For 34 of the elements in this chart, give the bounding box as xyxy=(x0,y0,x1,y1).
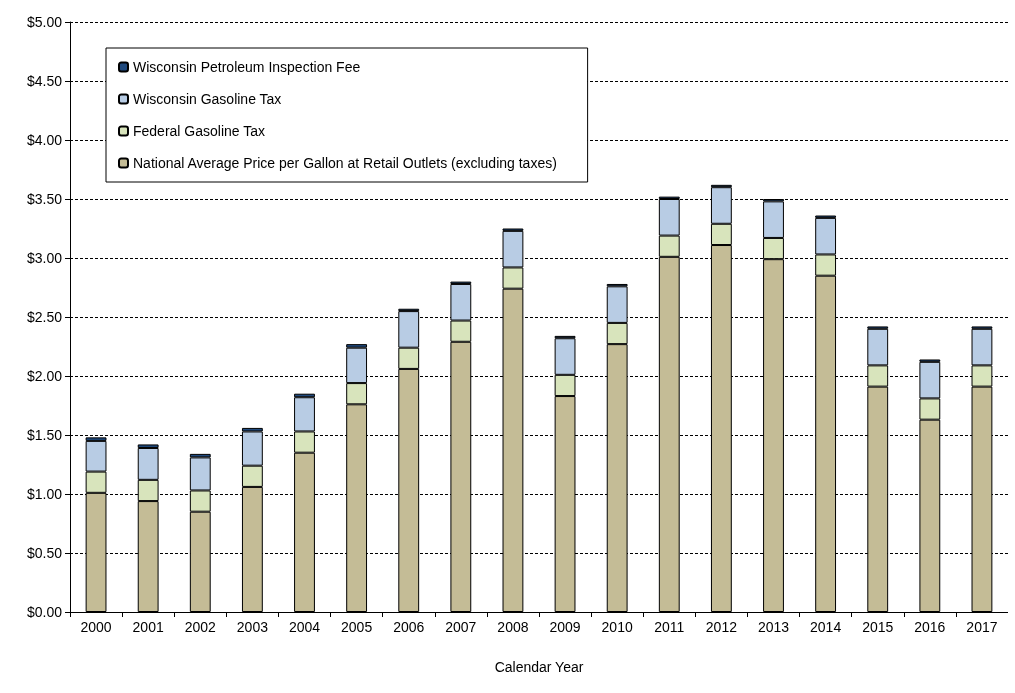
x-tick-label: 2008 xyxy=(497,619,529,635)
y-tick-label: $1.50 xyxy=(26,427,63,443)
y-tick-label: $3.00 xyxy=(26,250,63,266)
y-tick-label: $1.00 xyxy=(26,486,63,502)
y-tick-label: $0.50 xyxy=(26,545,63,561)
y-tick-label: $0.00 xyxy=(26,604,63,620)
x-tick-label: 2015 xyxy=(862,619,894,635)
y-tick-label: $4.00 xyxy=(26,132,63,148)
x-axis-title: Calendar Year xyxy=(494,659,584,675)
legend-label: Federal Gasoline Tax xyxy=(133,123,266,139)
x-tick-label: 2005 xyxy=(341,619,373,635)
legend-label: National Average Price per Gallon at Retail Outlets (excluding taxes) xyxy=(133,155,557,171)
x-tick-label: 2017 xyxy=(966,619,998,635)
y-tick-label: $3.50 xyxy=(26,191,63,207)
x-tick-label: 2009 xyxy=(549,619,581,635)
x-tick-label: 2004 xyxy=(288,619,321,635)
x-tick-label: 2001 xyxy=(132,619,164,635)
x-tick-label: 2006 xyxy=(393,619,425,635)
x-tick-label: 2007 xyxy=(445,619,477,635)
y-tick-label: $4.50 xyxy=(26,73,63,89)
legend-label: Wisconsin Gasoline Tax xyxy=(133,91,282,107)
x-tick-label: 2016 xyxy=(914,619,946,635)
x-tick-label: 2002 xyxy=(184,619,217,635)
y-tick-label: $2.50 xyxy=(26,309,63,325)
y-tick-label: $2.00 xyxy=(26,368,63,384)
x-tick-label: 2010 xyxy=(601,619,633,635)
y-tick-label: $5.00 xyxy=(26,14,63,30)
x-tick-label: 2012 xyxy=(705,619,738,635)
x-tick-label: 2013 xyxy=(757,619,790,635)
x-tick-label: 2011 xyxy=(654,619,685,635)
x-tick-label: 2014 xyxy=(810,619,842,635)
x-tick-label: 2003 xyxy=(236,619,269,635)
legend-label: Wisconsin Petroleum Inspection Fee xyxy=(133,59,361,75)
x-tick-label: 2000 xyxy=(80,619,112,635)
